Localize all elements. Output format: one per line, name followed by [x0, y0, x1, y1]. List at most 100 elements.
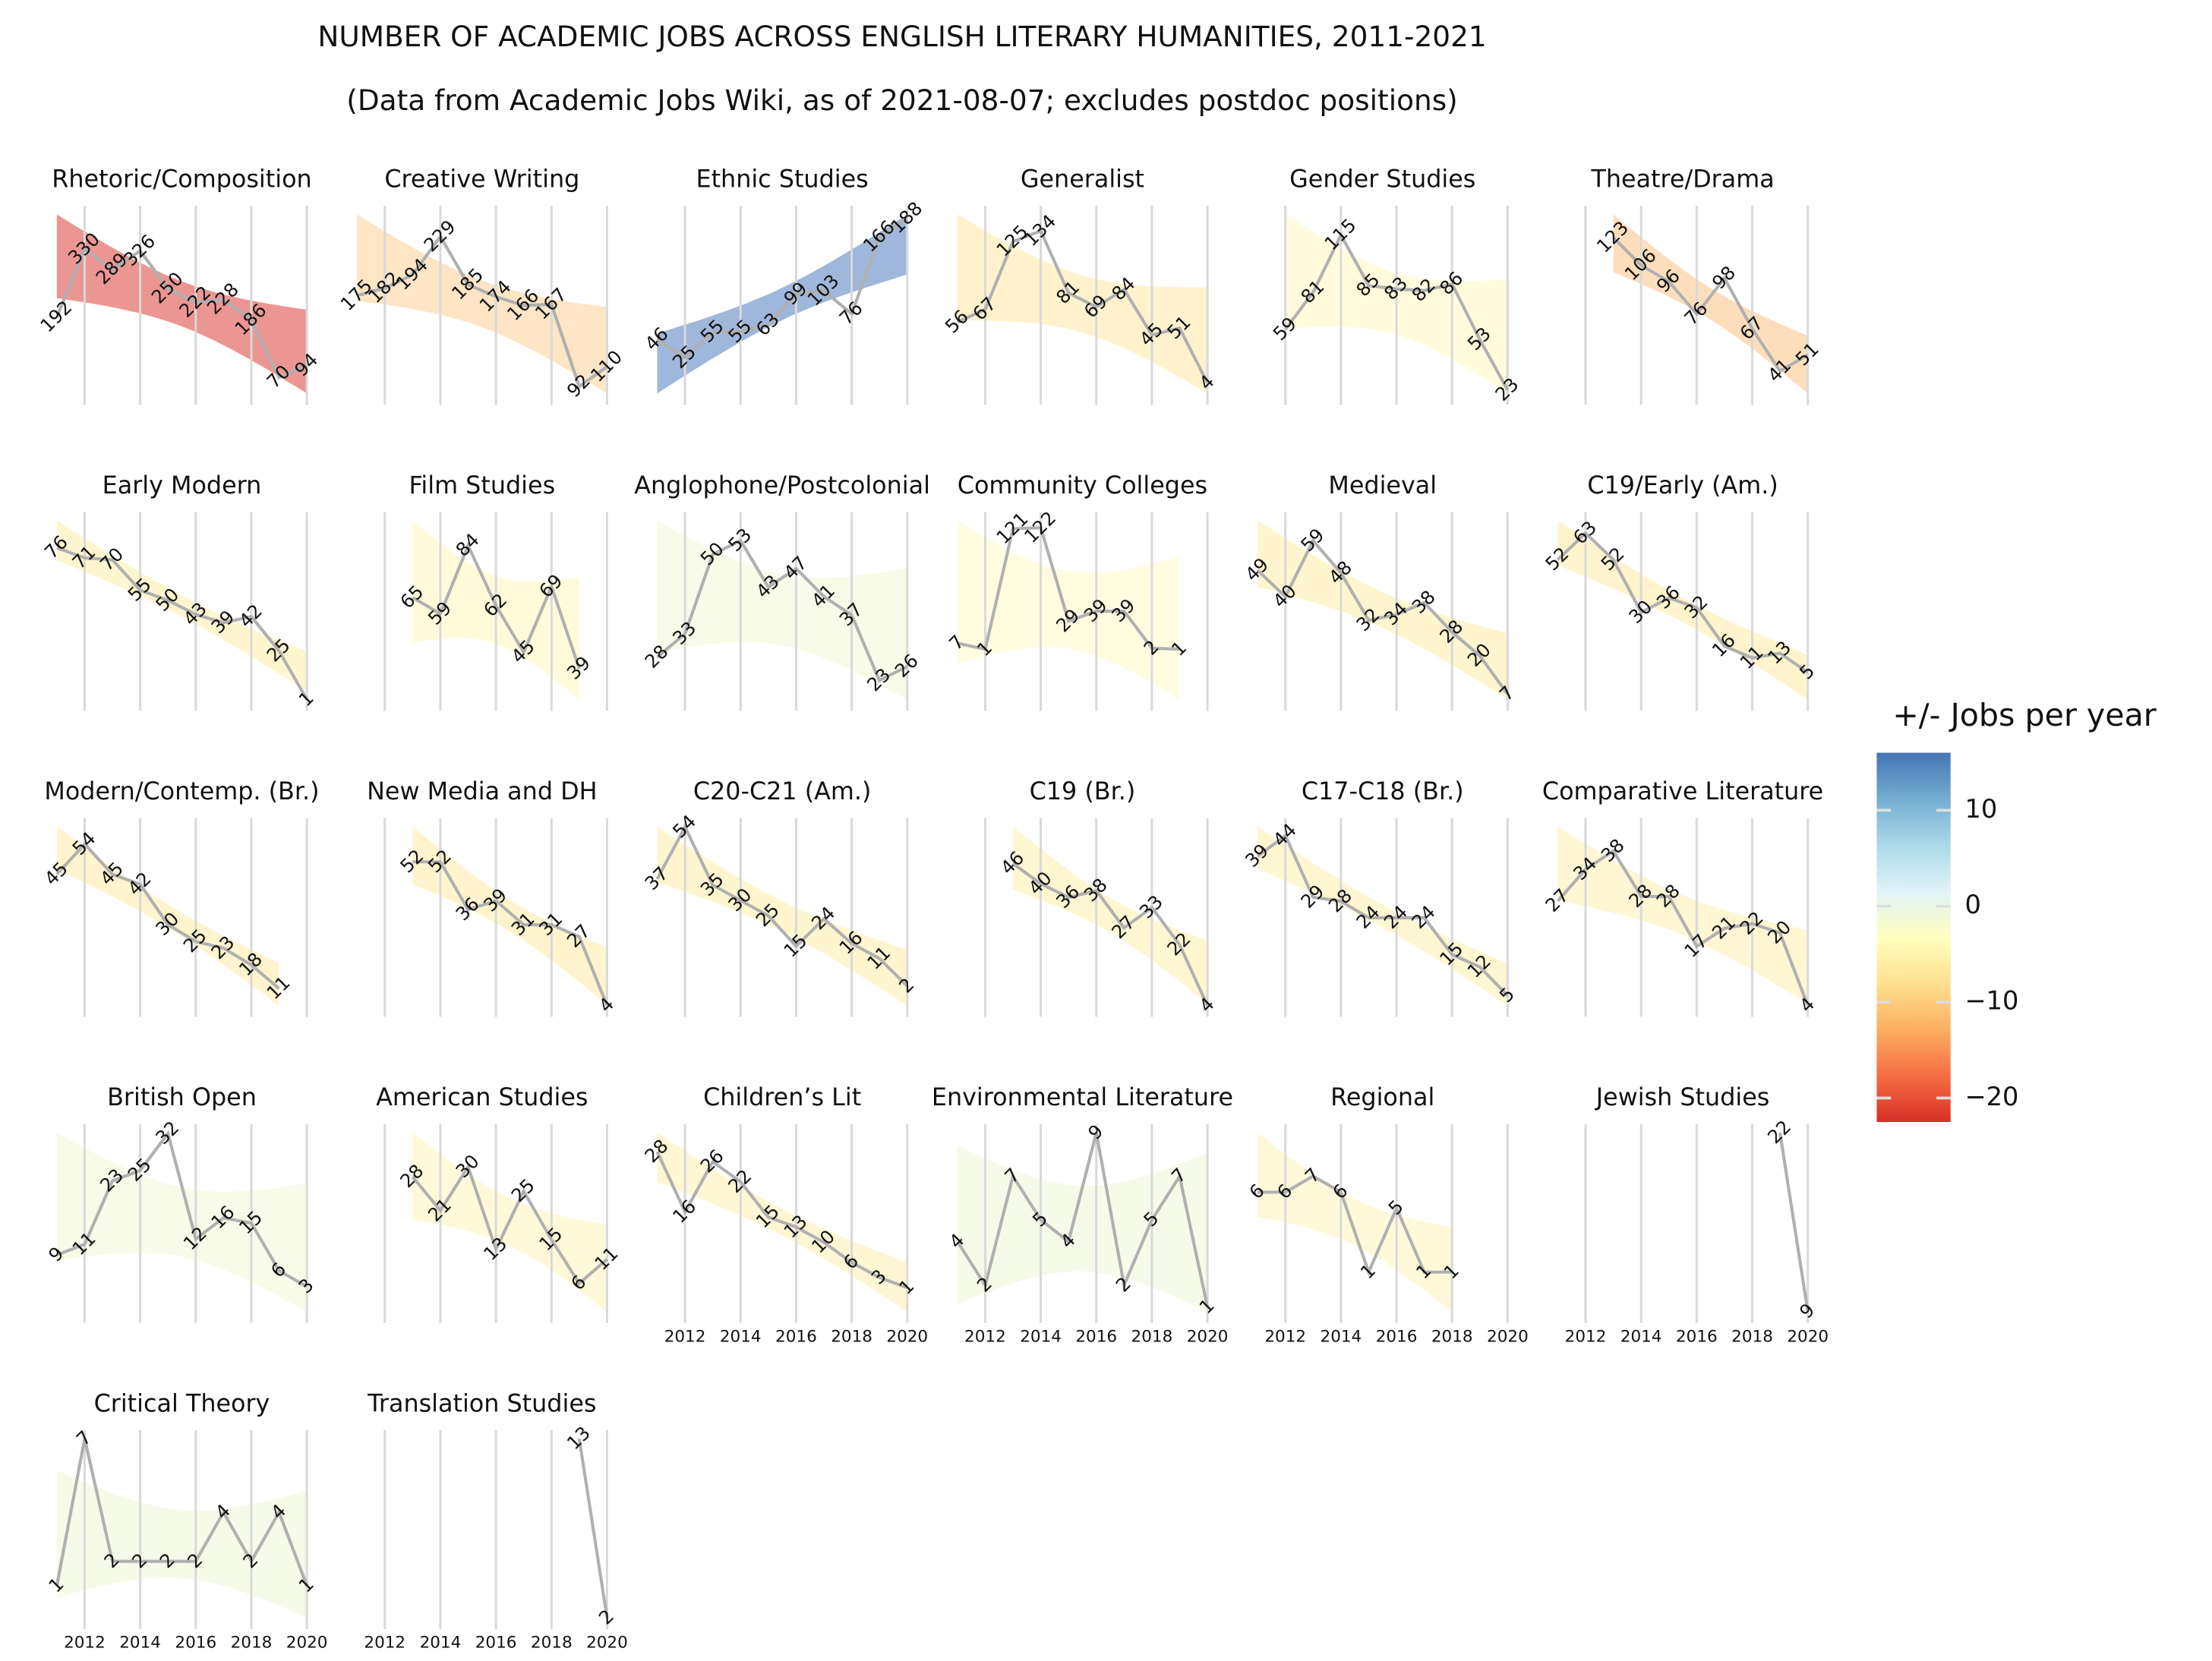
x-tick-label: 2012 — [1264, 1327, 1306, 1346]
x-tick-label: 2018 — [1131, 1327, 1173, 1346]
panel-title: C19/Early (Am.) — [1587, 471, 1778, 500]
trend-band — [957, 214, 1208, 394]
data-line — [411, 1163, 608, 1286]
trend-band — [1257, 520, 1508, 700]
data-line — [1011, 862, 1209, 1007]
x-tick-label: 2014 — [1020, 1327, 1062, 1346]
x-tick-label: 2020 — [1487, 1327, 1529, 1346]
panel-title: Anglophone/Postcolonial — [634, 471, 930, 500]
panel-title: Creative Writing — [384, 165, 579, 194]
colorbar — [1876, 752, 1951, 1122]
chart-title: NUMBER OF ACADEMIC JOBS ACROSS ENGLISH L… — [317, 20, 1486, 53]
panel-title: Early Modern — [103, 471, 262, 500]
value-label: 7 — [72, 1426, 96, 1449]
data-line — [655, 823, 909, 988]
x-tick-label: 2020 — [1787, 1327, 1829, 1346]
trend-band — [657, 826, 907, 1006]
value-label: 4 — [1194, 993, 1218, 1016]
panel-title: Gender Studies — [1289, 165, 1475, 194]
value-label: 22 — [1763, 1116, 1795, 1148]
panel-title: British Open — [107, 1083, 257, 1111]
data-line — [1778, 1132, 1810, 1313]
panel-title: C20-C21 (Am.) — [693, 777, 872, 805]
colorbar-title: +/- Jobs per year — [1892, 697, 2156, 733]
value-label: 229 — [419, 216, 459, 256]
value-label: 4 — [1795, 993, 1819, 1016]
x-tick-label: 2014 — [1321, 1327, 1362, 1346]
panel-title: American Studies — [376, 1083, 588, 1111]
panel-title: Community Colleges — [958, 471, 1207, 500]
x-tick-label: 2016 — [1676, 1327, 1718, 1346]
data-line — [412, 541, 581, 670]
panel-title: C19 (Br.) — [1030, 777, 1136, 805]
x-tick-label: 2012 — [964, 1327, 1006, 1346]
trend-band — [357, 214, 607, 394]
trend-band — [412, 826, 607, 1005]
trend-band — [1257, 1133, 1453, 1312]
trend-band — [56, 1470, 308, 1618]
value-label: 16 — [668, 1195, 700, 1227]
x-tick-label: 2014 — [420, 1634, 462, 1653]
data-line — [55, 1438, 309, 1587]
x-tick-label: 2018 — [231, 1634, 273, 1653]
panel-title: Jewish Studies — [1595, 1083, 1770, 1111]
x-tick-label: 2014 — [119, 1634, 161, 1653]
x-tick-label: 2018 — [1731, 1327, 1773, 1346]
data-line — [957, 526, 1180, 651]
panel-title: Environmental Literature — [932, 1083, 1233, 1111]
value-label: 9 — [1084, 1120, 1107, 1143]
panel-title: Generalist — [1021, 165, 1144, 194]
panel-title: Theatre/Drama — [1590, 165, 1774, 194]
value-label: 4 — [1194, 370, 1218, 394]
panel-title: Translation Studies — [367, 1389, 596, 1417]
data-line — [1557, 531, 1809, 674]
data-line — [56, 1130, 308, 1288]
data-line — [55, 246, 308, 380]
x-tick-label: 2020 — [886, 1327, 928, 1346]
value-label: 7 — [1495, 681, 1519, 704]
x-tick-label: 2012 — [64, 1634, 106, 1653]
x-tick-label: 2014 — [1620, 1327, 1662, 1346]
data-line — [1284, 232, 1510, 391]
panel-title: Film Studies — [409, 471, 555, 500]
value-label: 1 — [1194, 1294, 1218, 1318]
value-label: 134 — [1020, 210, 1060, 251]
x-tick-label: 2020 — [1187, 1327, 1229, 1346]
value-label: 32 — [151, 1117, 183, 1149]
x-tick-label: 2016 — [175, 1634, 216, 1653]
trend-band — [56, 826, 279, 1006]
data-line — [1257, 1174, 1453, 1277]
trend-band — [657, 214, 907, 394]
x-tick-label: 2018 — [531, 1634, 573, 1653]
x-tick-label: 2020 — [586, 1634, 628, 1653]
x-tick-label: 2020 — [286, 1634, 328, 1653]
trend-band — [1557, 826, 1808, 1004]
data-line — [1256, 537, 1510, 695]
data-line — [1612, 236, 1809, 373]
x-tick-label: 2014 — [720, 1327, 762, 1346]
value-label: 122 — [1020, 507, 1060, 547]
colorbar-tick-label: −20 — [1964, 1082, 2018, 1111]
data-line — [656, 538, 908, 683]
panel-title: C17-C18 (Br.) — [1302, 777, 1464, 805]
colorbar-tick-label: 0 — [1964, 890, 1980, 919]
data-line — [956, 229, 1209, 384]
trend-band — [957, 520, 1180, 700]
data-line — [655, 1151, 908, 1290]
value-label: 1 — [1356, 1259, 1380, 1283]
data-line — [356, 233, 608, 389]
data-line — [956, 1132, 1210, 1308]
panel-title: Rhetoric/Composition — [52, 165, 311, 194]
panel-title: Children’s Lit — [703, 1083, 861, 1111]
x-tick-label: 2012 — [364, 1634, 405, 1653]
data-line — [412, 860, 609, 1007]
colorbar-tick-label: −10 — [1964, 986, 2018, 1016]
data-line — [577, 1438, 609, 1618]
data-line — [656, 216, 908, 360]
panel-title: Modern/Contemp. (Br.) — [44, 777, 319, 805]
data-line — [1556, 849, 1810, 1007]
value-label: 1 — [294, 687, 317, 711]
x-tick-label: 2016 — [475, 1634, 517, 1653]
x-tick-label: 2016 — [1376, 1327, 1418, 1346]
